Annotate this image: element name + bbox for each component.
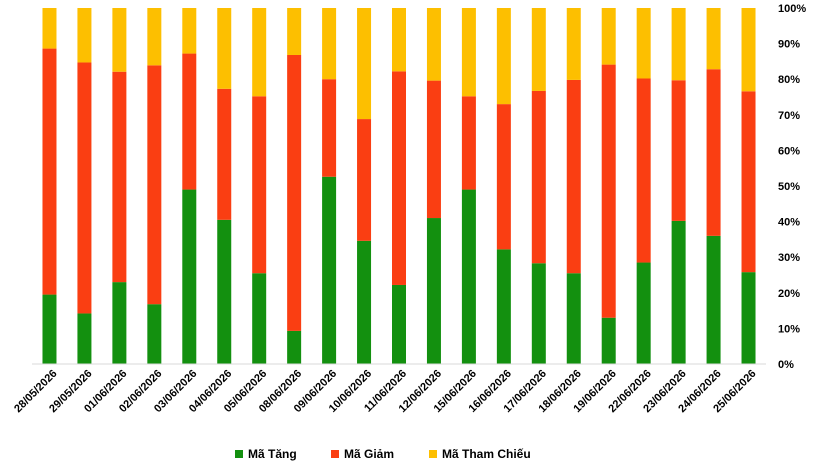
y-tick-label: 80% [778, 74, 800, 86]
y-tick-label: 70% [778, 110, 800, 122]
bar-segment-ref [112, 8, 127, 72]
bar-segment-ref [147, 8, 162, 66]
bar-segment-down [392, 71, 406, 285]
bar-segment-ref [706, 8, 721, 70]
bars-group [42, 8, 756, 364]
bar-segment-down [147, 65, 162, 305]
bar-segment-ref [671, 8, 686, 81]
bar-segment-ref [42, 8, 57, 49]
bar-segment-down [357, 119, 372, 241]
bar-segment-down [182, 53, 197, 190]
bar-segment-up [741, 272, 756, 364]
bar-segment-down [77, 62, 92, 314]
bar-segment-up [706, 235, 721, 364]
bar-segment-ref [357, 8, 372, 120]
bar-segment-ref [252, 8, 267, 97]
bar-segment-down [461, 96, 476, 190]
bar-segment-ref [531, 8, 546, 91]
legend-swatch [331, 450, 339, 458]
bar-segment-down [217, 88, 232, 220]
legend-label: Mã Giảm [344, 447, 394, 461]
legend-label: Mã Tham Chiếu [442, 447, 531, 461]
bar-segment-up [357, 240, 372, 364]
bar-segment-ref [636, 8, 651, 79]
y-axis: 0% 10% 20% 30% 40% 50% 60% 70% 80% 90% 100% [778, 3, 806, 371]
bar-segment-up [566, 273, 581, 364]
bar-segment-ref [741, 8, 756, 92]
bar-segment-down [531, 90, 546, 264]
bar-segment-ref [182, 8, 197, 54]
legend-label: Mã Tăng [248, 447, 297, 461]
legend-swatch [235, 450, 243, 458]
bar-segment-down [496, 104, 511, 250]
bar-segment-down [426, 80, 441, 219]
bar-segment-ref [566, 8, 581, 80]
x-axis: 28/05/202629/05/202601/06/202602/06/2026… [12, 368, 758, 415]
bar-segment-up [77, 313, 92, 364]
bar-segment-down [636, 78, 651, 263]
legend-swatch [429, 450, 437, 458]
y-tick-label: 90% [778, 39, 800, 51]
bar-segment-up [42, 294, 57, 364]
bar-segment-down [252, 96, 267, 274]
bar-segment-up [392, 284, 406, 364]
bar-segment-ref [496, 8, 511, 105]
bar-segment-up [496, 249, 511, 364]
bar-segment-ref [287, 8, 302, 55]
y-tick-label: 100% [778, 3, 806, 15]
bar-segment-ref [217, 8, 232, 89]
bar-segment-ref [601, 8, 616, 65]
bar-segment-down [671, 80, 686, 221]
bar-segment-up [322, 176, 337, 364]
bar-segment-up [252, 273, 267, 364]
bar-segment-down [566, 79, 581, 274]
legend: Mã Tăng Mã Giảm Mã Tham Chiếu [235, 447, 531, 461]
bar-segment-down [706, 69, 721, 236]
y-tick-label: 50% [778, 181, 800, 193]
bar-segment-down [322, 79, 337, 177]
bar-segment-up [636, 262, 651, 364]
bar-segment-up [147, 304, 162, 364]
y-tick-label: 60% [778, 145, 800, 157]
bar-segment-up [671, 220, 686, 364]
bar-segment-down [601, 64, 616, 318]
y-tick-label: 40% [778, 217, 800, 229]
bar-segment-up [426, 218, 441, 364]
bar-segment-ref [426, 8, 441, 81]
bar-segment-up [601, 317, 616, 364]
y-tick-label: 30% [778, 252, 800, 264]
bar-segment-down [741, 91, 756, 273]
y-tick-label: 10% [778, 323, 800, 335]
bar-segment-down [42, 48, 57, 295]
y-tick-label: 0% [778, 359, 794, 371]
bar-segment-ref [392, 8, 406, 72]
bar-segment-down [287, 54, 302, 331]
bar-segment-down [112, 71, 127, 283]
bar-segment-up [461, 189, 476, 364]
bar-segment-up [217, 219, 232, 364]
bar-segment-up [112, 282, 127, 364]
bar-segment-up [182, 189, 197, 364]
bar-segment-ref [322, 8, 337, 80]
bar-segment-ref [461, 8, 476, 97]
y-tick-label: 20% [778, 288, 800, 300]
bar-segment-ref [77, 8, 92, 63]
bar-segment-up [287, 330, 302, 364]
bar-segment-up [531, 263, 546, 364]
